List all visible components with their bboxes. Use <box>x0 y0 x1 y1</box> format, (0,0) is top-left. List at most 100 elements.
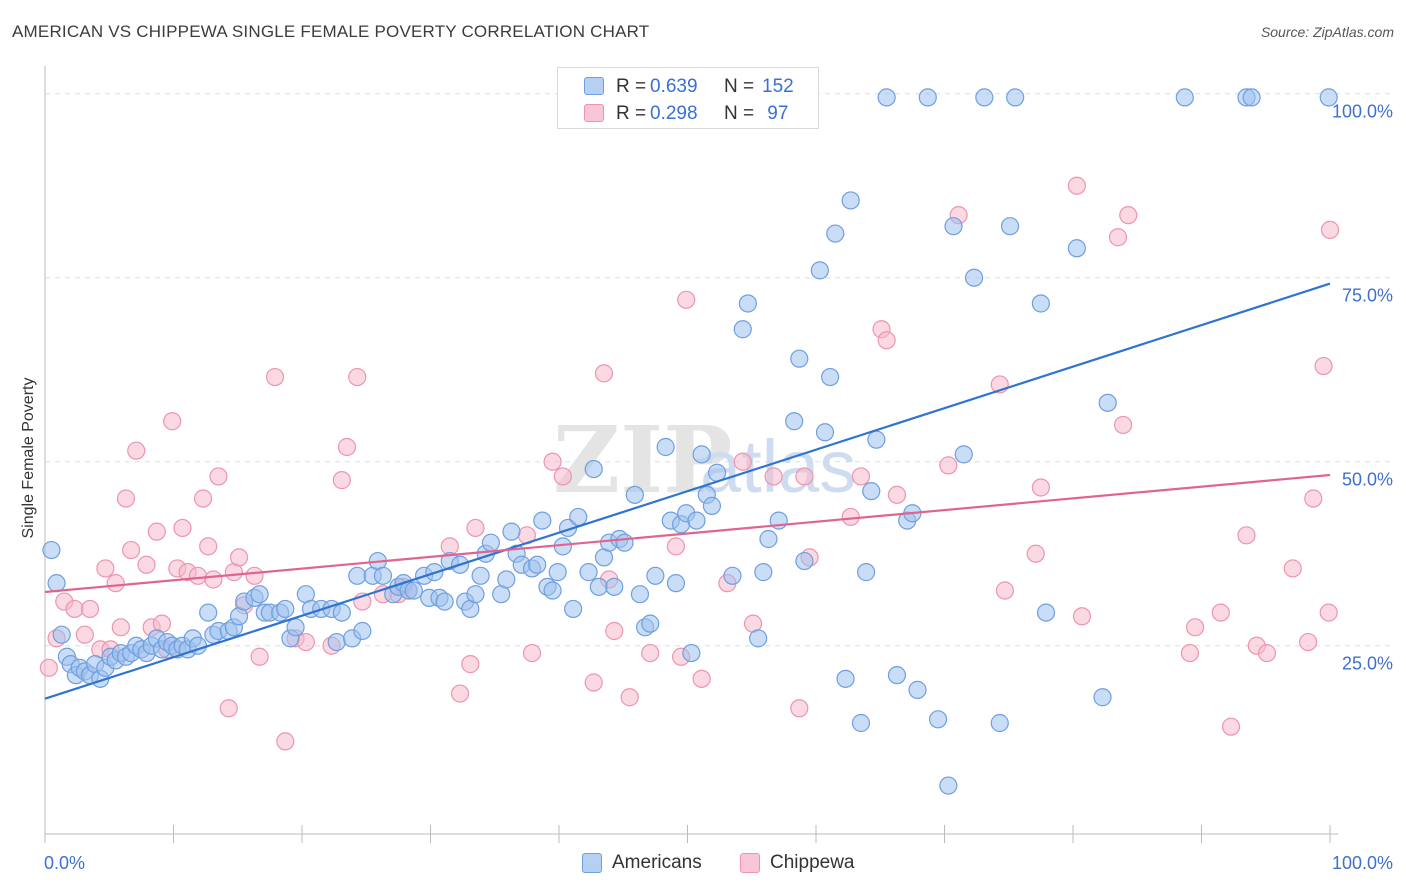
americans-point-155 <box>1175 88 1194 107</box>
americans-point-157 <box>1242 88 1261 107</box>
y-tick-label-2: 75.0% <box>1342 286 1393 306</box>
chart-title: AMERICAN VS CHIPPEWA SINGLE FEMALE POVER… <box>12 22 650 41</box>
grid-lines <box>45 93 1395 647</box>
americans-point-52 <box>348 566 367 585</box>
americans-point-72 <box>471 566 490 585</box>
chippewa-point-35 <box>276 732 295 751</box>
chippewa-point-97 <box>1304 489 1323 508</box>
chippewa-point-60 <box>641 643 660 663</box>
americans-point-123 <box>790 349 809 368</box>
americans-point-119 <box>754 563 773 582</box>
americans-point-61 <box>404 581 423 600</box>
americans-point-126 <box>815 423 835 442</box>
americans-point-1 <box>47 574 66 593</box>
americans-point-144 <box>954 445 973 464</box>
americans-point-122 <box>785 412 804 431</box>
chippewa-point-89 <box>1185 618 1205 637</box>
americans-point-92 <box>589 577 608 596</box>
americans-point-134 <box>867 430 886 449</box>
chippewa-point-41 <box>348 367 367 387</box>
chippewa-point-58 <box>605 621 624 641</box>
chippewa-point-61 <box>666 537 686 556</box>
chippewa-point-95 <box>1283 559 1302 578</box>
chippewa-point-84 <box>1072 607 1092 626</box>
chippewa-point-99 <box>1319 603 1338 622</box>
n-label: N = <box>724 103 755 124</box>
chart-source: Source: ZipAtlas.com <box>1260 24 1394 40</box>
chippewa-point-23 <box>188 566 208 585</box>
chippewa-point-52 <box>522 643 542 663</box>
y-tick-label-1: 50.0% <box>1342 470 1393 490</box>
chippewa-point-69 <box>790 699 809 718</box>
chippewa-point-53 <box>543 452 562 471</box>
chippewa-point-55 <box>584 673 603 692</box>
chippewa-point-94 <box>1257 643 1277 663</box>
r-label: R = <box>616 76 647 97</box>
chippewa-legend-swatch <box>740 853 760 873</box>
stats-row-americans: R = 0.639 N = 152 <box>558 74 818 100</box>
americans-point-56 <box>373 566 393 585</box>
chippewa-point-87 <box>1119 206 1138 225</box>
y-tick-label-3: 100.0% <box>1332 102 1393 122</box>
chippewa-point-83 <box>1067 176 1086 195</box>
chippewa-point-11 <box>116 489 136 508</box>
americans-point-146 <box>975 88 994 107</box>
chippewa-point-25 <box>199 537 218 556</box>
americans-point-143 <box>944 217 963 236</box>
americans-point-152 <box>1067 239 1086 258</box>
chippewa-r-value: 0.298 <box>650 103 698 124</box>
chippewa-point-90 <box>1211 603 1230 622</box>
americans-point-142 <box>939 776 958 795</box>
americans-point-139 <box>908 680 927 699</box>
chippewa-point-91 <box>1221 717 1241 736</box>
americans-point-108 <box>682 643 701 663</box>
chippewa-point-4 <box>75 625 94 644</box>
americans-point-127 <box>821 367 840 387</box>
americans-point-101 <box>641 614 660 633</box>
americans-point-97 <box>615 533 634 552</box>
chippewa-trend-line <box>44 473 1331 594</box>
americans-point-82 <box>533 511 552 530</box>
americans-point-135 <box>877 88 896 107</box>
n-label: N = <box>724 76 755 97</box>
americans-point-49 <box>327 632 346 652</box>
americans-point-71 <box>466 585 485 604</box>
americans-point-85 <box>548 563 567 582</box>
americans-point-148 <box>1000 217 1020 236</box>
chippewa-point-9 <box>106 574 125 593</box>
chippewa-point-14 <box>137 555 156 574</box>
americans-n-value: 152 <box>762 76 794 97</box>
americans-point-53 <box>353 621 372 641</box>
chippewa-point-56 <box>594 364 614 383</box>
americans-point-133 <box>862 482 881 501</box>
trend-lines <box>44 282 1331 700</box>
chippewa-point-7 <box>96 559 115 578</box>
americans-point-81 <box>528 555 547 574</box>
americans-point-118 <box>749 629 768 648</box>
americans-point-99 <box>630 585 650 604</box>
americans-point-149 <box>1006 88 1025 107</box>
americans-point-30 <box>199 603 218 622</box>
tick-labels: 25.0% 50.0% 75.0% 100.0% 0.0% 100.0% <box>44 102 1393 873</box>
chippewa-point-19 <box>163 412 182 431</box>
americans-point-98 <box>625 485 644 504</box>
americans-point-91 <box>584 459 603 479</box>
chippewa-point-73 <box>851 467 871 486</box>
americans-point-136 <box>887 666 907 685</box>
americans-point-90 <box>579 563 598 582</box>
americans-point-44 <box>286 618 305 637</box>
chippewa-point-70 <box>795 467 814 486</box>
americans-point-84 <box>543 581 562 600</box>
chippewa-swatch <box>584 104 604 122</box>
americans-point-2 <box>52 625 71 644</box>
chippewa-point-30 <box>229 548 249 567</box>
chippewa-point-72 <box>841 507 860 527</box>
chippewa-point-54 <box>553 467 572 486</box>
americans-point-150 <box>1031 294 1050 313</box>
chippewa-point-88 <box>1180 643 1200 663</box>
americans-point-147 <box>990 713 1009 733</box>
americans-point-105 <box>666 574 686 593</box>
chippewa-point-81 <box>1026 544 1045 563</box>
americans-point-110 <box>692 445 711 464</box>
chippewa-point-0 <box>39 658 58 677</box>
